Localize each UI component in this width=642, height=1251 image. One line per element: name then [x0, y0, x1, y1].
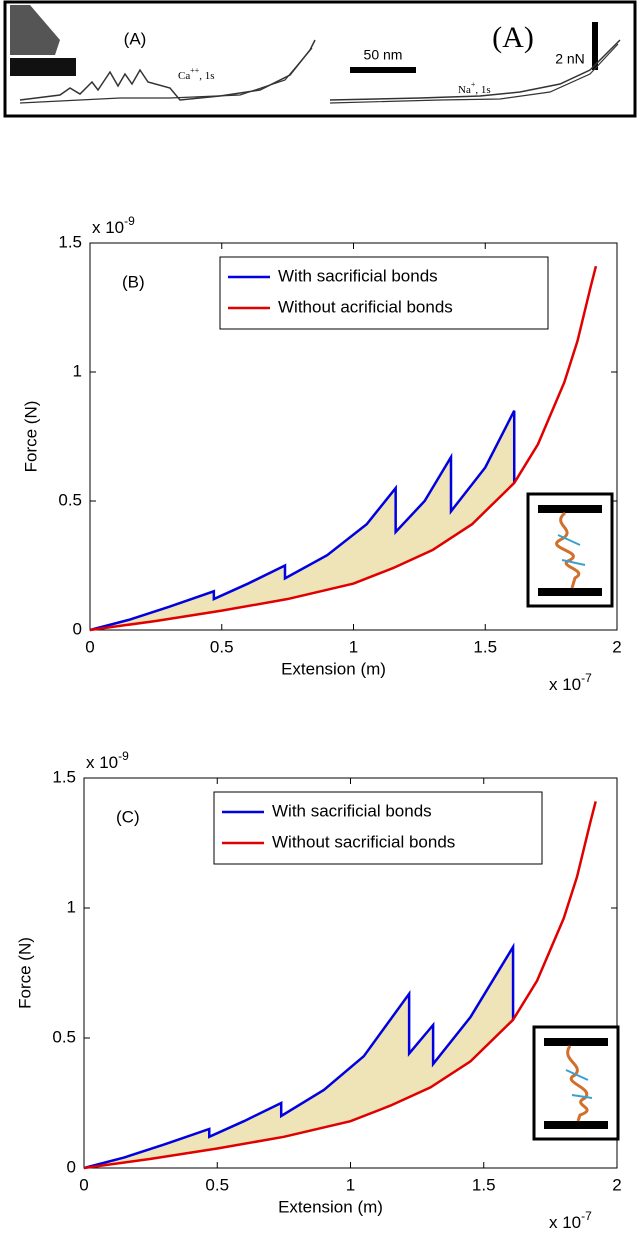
x-tick-label: 1	[349, 637, 358, 656]
inset-bonds	[565, 1069, 593, 1099]
series-line	[83, 942, 515, 1170]
multiplier-base: x 10	[549, 675, 581, 694]
shaded-area	[90, 410, 515, 630]
trace-na-return	[329, 43, 619, 104]
y-tick-label: 1	[67, 897, 76, 916]
legend-label: Without sacrificial bonds	[272, 832, 455, 851]
panel-label-big: (A)	[492, 21, 534, 54]
panel-label: (A)	[124, 29, 147, 48]
x-tick-label: 0	[85, 637, 94, 656]
series-line	[89, 265, 598, 632]
y-tick-label: 0.5	[58, 490, 82, 509]
series-line	[89, 410, 516, 632]
legend-label: Without acrificial bonds	[278, 297, 453, 316]
multiplier-base: x 10	[92, 218, 124, 237]
charge: +	[471, 80, 476, 89]
series-line	[83, 801, 597, 1170]
inset-bar	[544, 1038, 608, 1046]
scale-y-label: 2 nN	[555, 51, 585, 67]
y-axis-label: Force (N)	[21, 401, 40, 473]
multiplier-exponent: -7	[581, 671, 592, 685]
legend-label: With sacrificial bonds	[272, 801, 432, 820]
x-tick-label: 1.5	[472, 1175, 496, 1194]
panel-label: (B)	[122, 272, 145, 291]
tip-bar	[10, 58, 76, 76]
ion: Ca	[178, 70, 190, 82]
shaded-area	[84, 947, 514, 1168]
y-tick-label: 0.5	[52, 1027, 76, 1046]
scale-bar-y	[592, 22, 598, 70]
y-tick-label: 0	[67, 1157, 76, 1176]
x-tick-label: 1.5	[473, 637, 497, 656]
y-tick-label: 1	[73, 361, 82, 380]
x-tick-label: 2	[612, 1175, 621, 1194]
legend-label: With sacrificial bonds	[278, 266, 438, 285]
y-tick-label: 1.5	[58, 232, 82, 251]
ion: Na	[458, 84, 471, 96]
y-multiplier: x 10-9	[92, 214, 135, 237]
trace-ca-return	[19, 47, 313, 104]
multiplier-exponent: -9	[118, 749, 129, 763]
inset-bar	[538, 505, 602, 513]
legend-box	[219, 256, 549, 330]
time: , 1s	[199, 70, 214, 82]
multiplier-base: x 10	[86, 753, 118, 772]
inset-chain	[555, 511, 581, 589]
inset-bar	[538, 588, 602, 596]
x-tick-label: 0.5	[205, 1175, 229, 1194]
x-axis-label: Extension (m)	[278, 1197, 383, 1216]
inset-b	[526, 492, 614, 608]
multiplier-exponent: -7	[581, 1209, 592, 1223]
multiplier-exponent: -9	[124, 214, 135, 228]
x-tick-label: 0.5	[210, 637, 234, 656]
trace-na	[329, 39, 621, 101]
y-multiplier: x 10-9	[86, 749, 129, 772]
inset-bonds	[557, 534, 586, 566]
scale-bar-x	[350, 67, 416, 73]
y-axis-label: Force (N)	[15, 937, 34, 1009]
x-tick-label: 0	[79, 1175, 88, 1194]
x-tick-label: 1	[346, 1175, 355, 1194]
time: , 1s	[475, 84, 490, 96]
inset-bar	[544, 1121, 608, 1129]
x-tick-label: 2	[612, 637, 621, 656]
x-axis-label: Extension (m)	[281, 659, 386, 678]
scale-x-label: 50 nm	[364, 47, 403, 63]
inset-c	[532, 1025, 620, 1141]
x-multiplier: x 10-7	[549, 1209, 592, 1232]
panel-a: (A) Ca++, 1s 50 nm (A) 2 nN Na+, 1s	[3, 0, 637, 118]
panel-a-frame	[3, 0, 637, 118]
y-tick-label: 1.5	[52, 767, 76, 786]
inset-chain	[566, 1045, 589, 1122]
trace-ca	[19, 39, 316, 101]
ion-label: Ca++, 1s	[178, 66, 215, 82]
charge: ++	[190, 66, 200, 75]
cantilever	[10, 5, 60, 55]
panel-label: (C)	[116, 807, 140, 826]
legend-box	[213, 791, 543, 865]
x-multiplier: x 10-7	[549, 671, 592, 694]
multiplier-base: x 10	[549, 1213, 581, 1232]
y-tick-label: 0	[73, 619, 82, 638]
ion-label: Na+, 1s	[458, 80, 491, 96]
